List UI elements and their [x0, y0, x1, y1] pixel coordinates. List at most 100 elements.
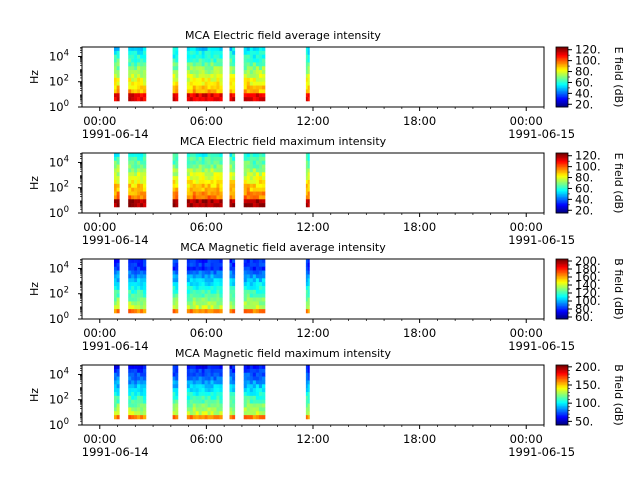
spectrogram-cell: [252, 372, 257, 377]
spectrogram-cell: [192, 58, 197, 63]
spectrogram-cell: [201, 85, 205, 90]
colorbar-swatch: [556, 308, 568, 311]
spectrogram-cell: [216, 305, 220, 310]
spectrogram-cell: [192, 411, 197, 416]
colorbar-swatch: [556, 283, 568, 285]
spectrogram-cell: [192, 156, 197, 162]
spectrogram-cell: [210, 285, 214, 291]
spectrogram-cell: [186, 388, 191, 393]
x-date-label: 1991-06-15: [508, 445, 575, 459]
spectrogram-cell: [213, 183, 217, 188]
spectrogram-cell: [243, 73, 248, 79]
spectrogram-cell: [204, 259, 208, 264]
spectrogram-cell: [143, 384, 147, 389]
spectrogram-cell: [172, 411, 176, 416]
spectrogram-cell: [113, 77, 117, 82]
spectrogram-cell: [246, 203, 251, 208]
spectrogram-cell: [249, 89, 254, 94]
spectrogram-cell: [186, 66, 191, 71]
spectrogram-cell: [175, 407, 179, 412]
spectrogram-cell: [113, 384, 117, 389]
spectrogram-cell: [172, 179, 176, 185]
spectrogram-cell: [229, 388, 233, 393]
spectrogram-cell: [305, 93, 308, 98]
spectrogram-cell: [134, 289, 138, 294]
spectrogram-cell: [229, 411, 233, 416]
spectrogram-cell: [229, 282, 233, 287]
spectrogram-cell: [198, 156, 202, 162]
spectrogram-cell: [307, 85, 310, 90]
spectrogram-cell: [246, 415, 251, 420]
spectrogram-cell: [131, 176, 135, 181]
spectrogram-cell: [143, 54, 147, 59]
spectrogram-cell: [116, 183, 120, 188]
spectrogram-cell: [216, 47, 220, 52]
spectrogram-cell: [198, 70, 202, 75]
spectrogram-cell: [216, 266, 220, 271]
spectrogram-cell: [134, 262, 138, 268]
colorbar-swatch: [556, 166, 568, 169]
spectrogram-cell: [195, 203, 199, 208]
spectrogram-cell: [252, 153, 257, 158]
colorbar-swatch: [556, 271, 568, 273]
spectrogram-cell: [232, 293, 236, 298]
spectrogram-cell: [261, 399, 266, 404]
spectrogram-cell: [175, 97, 179, 102]
spectrogram-cell: [137, 77, 141, 82]
colorbar-swatch: [556, 383, 568, 385]
spectrogram-cell: [307, 305, 310, 310]
spectrogram-cell: [172, 376, 176, 381]
spectrogram-cell: [255, 77, 260, 82]
spectrogram-cell: [307, 384, 310, 389]
spectrogram-cell: [198, 195, 202, 200]
spectrogram-cell: [252, 403, 257, 408]
spectrogram-cell: [305, 368, 308, 374]
spectrogram-cell: [258, 270, 263, 275]
spectrogram-cell: [186, 262, 191, 268]
spectrogram-cell: [116, 391, 120, 397]
spectrogram-cell: [255, 93, 260, 98]
colorbar-swatch: [556, 393, 568, 396]
spectrogram-cell: [255, 66, 260, 71]
spectrogram-cell: [255, 262, 260, 268]
spectrogram-cell: [172, 365, 176, 370]
spectrogram-cell: [113, 195, 117, 200]
spectrogram-cell: [305, 183, 308, 188]
spectrogram-cell: [192, 368, 197, 374]
spectrogram-cell: [131, 309, 135, 314]
spectrogram-cell: [229, 97, 233, 102]
spectrogram-cell: [243, 395, 248, 400]
x-tick-label: 12:00: [296, 432, 329, 446]
spectrogram-cell: [192, 62, 197, 67]
spectrogram-cell: [255, 176, 260, 181]
spectrogram-cell: [131, 262, 135, 268]
spectrogram-cell: [255, 187, 260, 192]
spectrogram-cell: [134, 58, 138, 63]
spectrogram-cell: [216, 187, 220, 192]
colorbar-swatch: [556, 198, 568, 200]
spectrogram-cell: [246, 305, 251, 310]
spectrogram-cell: [210, 73, 214, 79]
spectrogram-cell: [131, 160, 135, 165]
spectrogram-cell: [305, 376, 308, 381]
spectrogram-cell: [113, 153, 117, 158]
spectrogram-cell: [189, 70, 194, 75]
spectrogram-cell: [207, 411, 211, 416]
spectrogram-cell: [305, 156, 308, 162]
spectrogram-cell: [204, 266, 208, 271]
spectrogram-cell: [258, 66, 263, 71]
y-tick-label: 100: [49, 99, 69, 114]
spectrogram-cell: [258, 282, 263, 287]
spectrogram-cell: [219, 153, 223, 158]
spectrogram-cell: [213, 262, 217, 268]
spectrogram-cell: [207, 285, 211, 291]
spectrogram-cell: [131, 195, 135, 200]
spectrogram-cell: [189, 199, 194, 204]
spectrogram-cell: [219, 407, 223, 412]
spectrogram-cell: [195, 368, 199, 374]
spectrogram-cell: [143, 407, 147, 412]
spectrogram-cell: [175, 278, 179, 283]
spectrogram-cell: [113, 297, 117, 302]
spectrogram-cell: [243, 81, 248, 86]
spectrogram-cell: [189, 309, 194, 314]
